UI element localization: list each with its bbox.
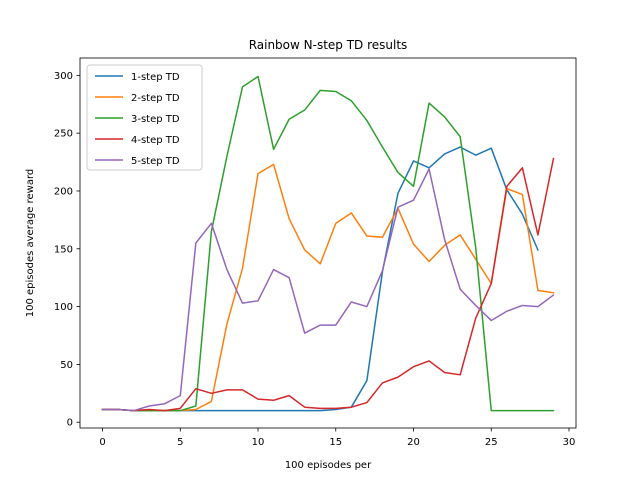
- x-tick-label: 10: [252, 437, 265, 448]
- x-axis-ticks: 0 5 10 15 20 25 30: [99, 428, 575, 448]
- y-tick-label: 300: [54, 71, 73, 82]
- y-tick-label: 150: [54, 244, 73, 255]
- legend-label-4: 4-step TD: [131, 135, 180, 146]
- y-tick-label: 50: [60, 360, 73, 371]
- y-axis-label: 100 episodes average reward: [25, 169, 36, 318]
- x-axis-label: 100 episodes per: [285, 460, 372, 471]
- series-line-3: [101, 75, 555, 412]
- x-tick-label: 30: [563, 437, 576, 448]
- x-tick-label: 15: [329, 437, 342, 448]
- legend-items: 1-step TD 2-step TD 3-step TD 4-step TD 5-st…: [95, 72, 180, 167]
- y-tick-label: 100: [54, 302, 73, 313]
- series-line-5: [101, 168, 555, 412]
- series-line-4: [101, 157, 555, 412]
- plot-frame: [79, 57, 577, 429]
- legend-label-1: 1-step TD: [131, 72, 180, 83]
- y-axis-ticks: 0 50 100 150 200 250 300: [54, 71, 80, 429]
- chart-title: Rainbow N-step TD results: [249, 38, 408, 52]
- x-tick-label: 0: [99, 437, 105, 448]
- x-tick-label: 5: [177, 437, 183, 448]
- x-tick-label: 20: [407, 437, 420, 448]
- x-tick-label: 25: [485, 437, 498, 448]
- legend-box: [86, 64, 203, 171]
- y-tick-label: 250: [54, 129, 73, 140]
- legend: 1-step TD 2-step TD 3-step TD 4-step TD 5-st…: [86, 64, 203, 171]
- legend-label-2: 2-step TD: [131, 93, 180, 104]
- series-layer: [101, 75, 555, 412]
- legend-label-3: 3-step TD: [131, 114, 180, 125]
- y-tick-label: 200: [54, 186, 73, 197]
- legend-label-5: 5-step TD: [131, 156, 180, 167]
- y-tick-label: 0: [67, 418, 73, 429]
